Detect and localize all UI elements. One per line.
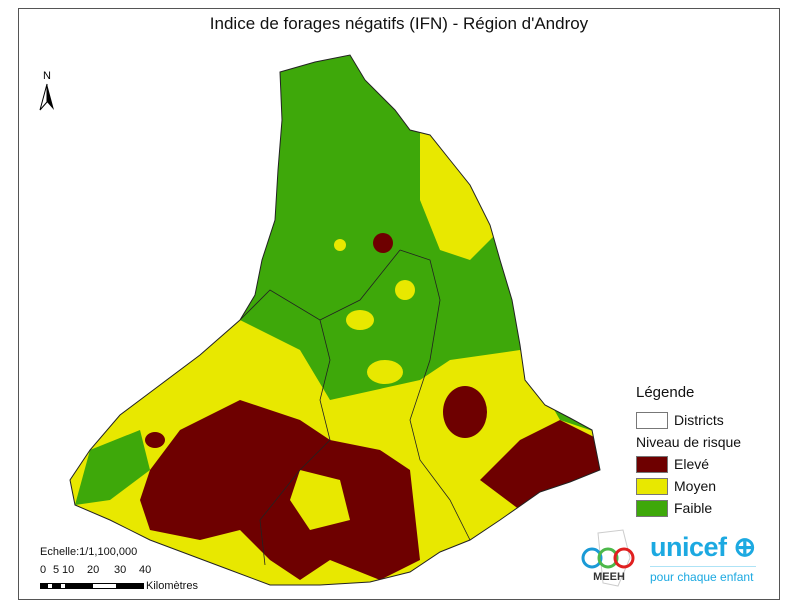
legend-label: Moyen	[674, 478, 717, 494]
north-arrow: N	[36, 70, 58, 115]
map-frame	[18, 8, 780, 600]
district-boundaries	[239, 249, 471, 566]
scale-tick: 30	[114, 564, 127, 576]
legend-item-districts: Districts	[636, 409, 741, 431]
scale-bar-graphic: Kilomètres	[40, 580, 198, 592]
legend-swatch	[636, 499, 668, 517]
risk-zone-moyen	[395, 280, 415, 300]
scale-ticks: 0 5 10 20 30 40	[40, 564, 198, 578]
unicef-wordmark: unicef	[650, 532, 727, 562]
scale-bar: Echelle:1/1,100,000 0 5 10 20 30 40 Kilo…	[40, 546, 198, 592]
meeh-logo-icon: MEEH	[581, 529, 635, 587]
svg-text:MEEH: MEEH	[593, 571, 625, 583]
risk-zone-moyen	[378, 394, 398, 422]
risk-zone-moyen	[346, 310, 374, 330]
legend-label: Districts	[674, 412, 724, 428]
risk-zone-eleve	[443, 386, 487, 438]
risk-zone-eleve	[373, 233, 393, 253]
legend-heading: Légende	[636, 384, 695, 401]
risk-zone-moyen	[290, 470, 350, 530]
legend-risk-heading: Niveau de risque	[636, 434, 742, 450]
scale-text: Echelle:1/1,100,000	[40, 546, 138, 558]
risk-zone-moyen	[334, 239, 346, 251]
scale-unit: Kilomètres	[146, 580, 198, 592]
risk-zone-moyen	[420, 130, 500, 260]
meeh-logo: MEEH	[578, 528, 640, 595]
risk-zone-eleve	[140, 400, 420, 580]
risk-zone-moyen	[367, 360, 403, 384]
legend: Légende Districts Niveau de risque Elevé…	[636, 384, 741, 519]
region-boundary	[69, 54, 601, 586]
legend-swatch	[636, 455, 668, 473]
legend-swatch	[636, 477, 668, 495]
risk-raster	[70, 55, 600, 585]
legend-item-moyen: Moyen	[636, 475, 741, 497]
scale-tick: 20	[87, 564, 100, 576]
legend-label: Faible	[674, 500, 713, 516]
north-label: N	[43, 70, 51, 82]
scale-tick: 10	[62, 564, 75, 576]
globe-icon: ⊕	[733, 532, 757, 562]
unicef-logo: unicef ⊕ pour chaque enfant	[650, 532, 756, 584]
legend-swatch	[636, 411, 668, 429]
risk-zone-faible	[75, 430, 150, 505]
scale-tick: 40	[139, 564, 152, 576]
legend-item-faible: Faible	[636, 497, 741, 519]
unicef-tagline: pour chaque enfant	[650, 566, 756, 584]
risk-zone-eleve	[145, 432, 165, 448]
legend-item-eleve: Elevé	[636, 453, 741, 475]
scale-tick: 5	[53, 564, 60, 576]
north-arrow-icon	[39, 83, 54, 111]
scale-tick: 0	[40, 564, 47, 576]
map-title: Indice de forages négatifs (IFN) - Régio…	[209, 14, 589, 33]
legend-label: Elevé	[674, 456, 710, 472]
